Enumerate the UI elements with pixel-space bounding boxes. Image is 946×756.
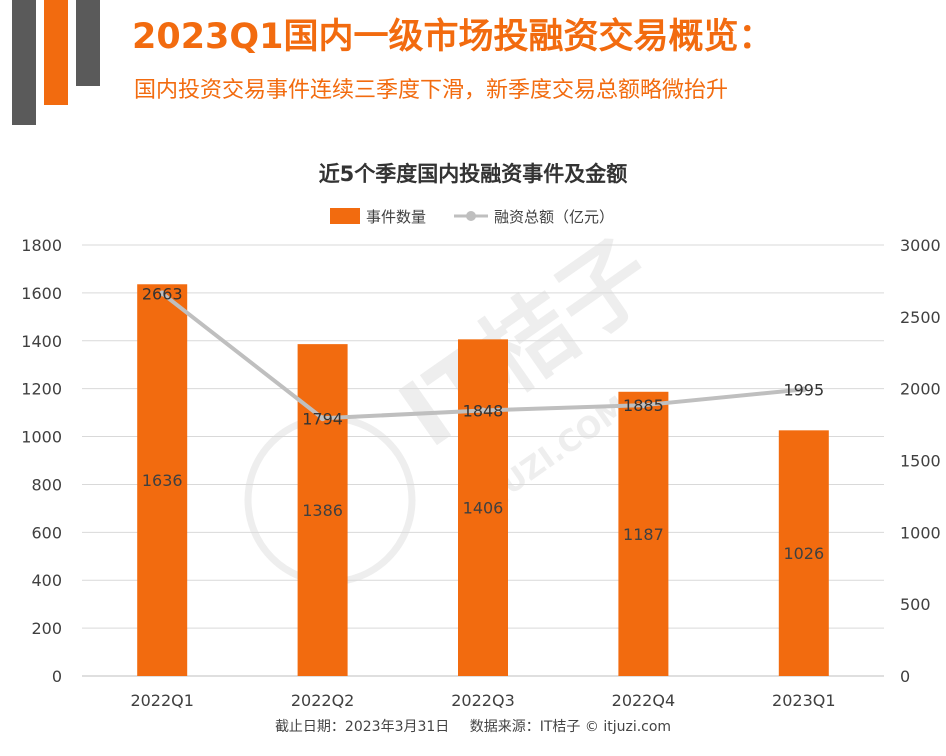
y-right-tick-label: 0 (900, 667, 910, 686)
footer-date: 截止日期：2023年3月31日 (274, 719, 450, 735)
bar-value-label: 1386 (302, 501, 343, 520)
bar (458, 339, 508, 676)
x-tick-label: 2023Q1 (772, 691, 836, 710)
y-left-tick-label: 600 (31, 523, 62, 542)
y-left-tick-label: 1400 (21, 332, 62, 351)
bar-value-label: 1406 (463, 499, 504, 518)
y-right-tick-label: 2500 (900, 308, 941, 327)
y-right-tick-label: 3000 (900, 236, 941, 255)
chart-title: 近5个季度国内投融资事件及金额 (318, 162, 628, 186)
line-value-label: 1848 (463, 402, 504, 421)
line-value-label: 1885 (623, 396, 664, 415)
y-right-tick-label: 500 (900, 595, 931, 614)
line-point (159, 290, 166, 297)
line-point (640, 402, 647, 409)
combo-chart: IT桔子ITJUZI.COM02004006008001000120014001… (21, 208, 941, 710)
line-point (319, 415, 326, 422)
bar (297, 344, 348, 676)
legend-label-bar: 事件数量 (366, 208, 426, 226)
bar-value-label: 1187 (623, 525, 664, 544)
page-title: 2023Q1国内一级市场投融资交易概览： (132, 17, 774, 57)
bar-value-label: 1026 (783, 544, 824, 563)
y-right-tick-label: 1500 (900, 452, 941, 471)
legend-label-line: 融资总额（亿元） (494, 208, 614, 226)
bar (618, 391, 669, 676)
decor-bar-orange (44, 0, 68, 105)
bar (778, 430, 829, 676)
legend-marker-line (466, 211, 476, 221)
line-point (800, 386, 807, 393)
y-right-tick-label: 1000 (900, 523, 941, 542)
y-left-tick-label: 800 (31, 475, 62, 494)
x-tick-label: 2022Q2 (291, 691, 355, 710)
line-value-label: 2663 (142, 284, 183, 303)
y-left-tick-label: 1200 (21, 380, 62, 399)
x-tick-label: 2022Q1 (130, 691, 194, 710)
x-tick-label: 2022Q3 (451, 691, 515, 710)
page-subtitle: 国内投资交易事件连续三季度下滑，新季度交易总额略微抬升 (134, 78, 729, 103)
y-left-tick-label: 1800 (21, 236, 62, 255)
line-value-label: 1995 (783, 380, 824, 399)
y-left-tick-label: 1600 (21, 284, 62, 303)
bar (137, 284, 188, 676)
y-left-tick-label: 1000 (21, 428, 62, 447)
decor-bar-dark-2 (76, 0, 100, 86)
y-left-tick-label: 0 (52, 667, 62, 686)
x-tick-label: 2022Q4 (612, 691, 676, 710)
y-right-tick-label: 2000 (900, 380, 941, 399)
y-left-tick-label: 200 (31, 619, 62, 638)
bar-value-label: 1636 (142, 471, 183, 490)
line-point (480, 407, 486, 414)
legend-swatch-bar (330, 208, 360, 224)
line-value-label: 1794 (302, 409, 343, 428)
footer: 截止日期：2023年3月31日 数据来源：IT桔子 © itjuzi.com (0, 716, 946, 736)
decor-bar-dark-1 (12, 0, 36, 125)
y-left-tick-label: 400 (31, 571, 62, 590)
footer-source: 数据来源：IT桔子 © itjuzi.com (469, 719, 672, 735)
